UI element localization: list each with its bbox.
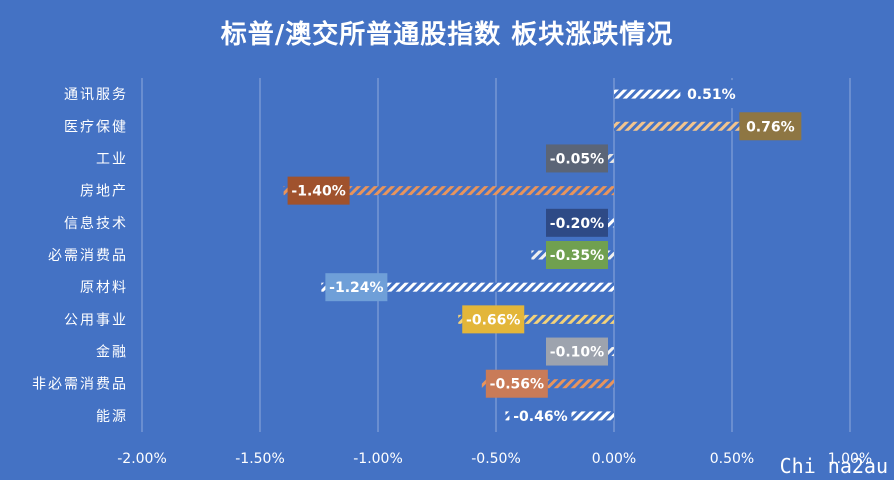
bar <box>614 89 735 99</box>
x-tick-label: 0.50% <box>710 451 754 467</box>
data-label-box <box>485 369 548 398</box>
bar <box>602 153 614 163</box>
data-label-box <box>739 112 802 141</box>
data-label-box <box>546 337 608 366</box>
data-label-box <box>287 176 350 205</box>
category-label: 金融 <box>96 345 128 361</box>
data-label-box <box>462 305 525 334</box>
category-label: 通讯服务 <box>64 87 128 103</box>
data-label: -0.10% <box>550 345 604 361</box>
bar <box>458 314 614 324</box>
x-tick-label: -1.50% <box>235 451 285 467</box>
category-label: 房地产 <box>80 184 128 200</box>
category-label: 非必需消费品 <box>32 377 128 393</box>
bar <box>481 379 614 389</box>
chart-title: 标普/澳交所普通股指数 板块涨跌情况 <box>220 20 674 50</box>
x-tick-label: 0.00% <box>592 451 636 467</box>
data-label: -1.40% <box>291 184 345 200</box>
data-label: -1.24% <box>329 280 383 296</box>
bar <box>283 186 614 196</box>
x-tick-label: 1.00% <box>828 451 872 467</box>
data-label-box <box>509 401 572 430</box>
data-label: -0.56% <box>490 377 544 393</box>
x-tick-label: -1.00% <box>353 451 403 467</box>
x-tick-label: -2.00% <box>117 451 167 467</box>
category-label: 原材料 <box>80 280 128 296</box>
data-label-box <box>325 273 388 302</box>
data-label: -0.05% <box>550 151 604 167</box>
data-label: 0.51% <box>687 87 736 103</box>
bar <box>614 121 794 131</box>
data-label: 0.76% <box>746 119 795 135</box>
category-label: 公用事业 <box>64 312 128 328</box>
data-label-box <box>546 208 608 237</box>
data-label: -0.20% <box>550 216 604 232</box>
data-label-box <box>546 144 608 173</box>
category-label: 工业 <box>96 151 128 167</box>
category-label: 医疗保健 <box>64 119 128 135</box>
data-label: -0.35% <box>550 248 604 264</box>
data-label-box <box>680 80 743 109</box>
category-label: 能源 <box>96 409 128 425</box>
bar <box>321 282 614 292</box>
data-label-box <box>546 241 608 269</box>
data-label: -0.66% <box>466 312 520 328</box>
x-tick-label: -0.50% <box>471 451 521 467</box>
watermark: Chi na2au <box>779 454 888 478</box>
category-label: 信息技术 <box>64 215 128 232</box>
data-label: -0.46% <box>513 409 567 425</box>
category-label: 必需消费品 <box>48 248 128 264</box>
